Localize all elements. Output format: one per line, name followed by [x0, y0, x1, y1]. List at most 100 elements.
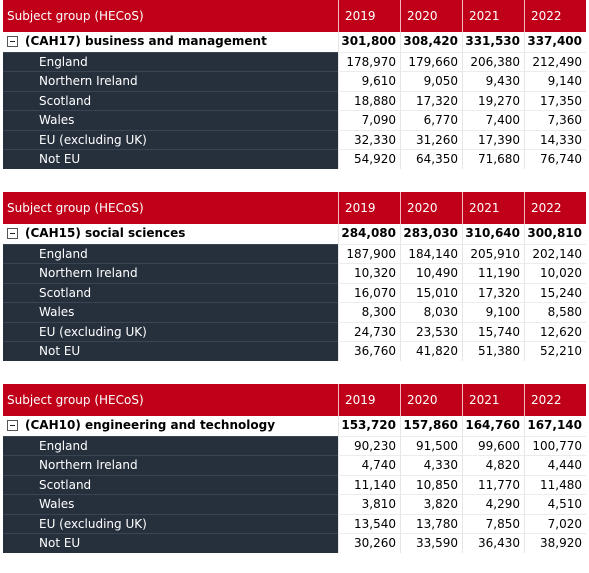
- value-cell: 10,320: [338, 263, 400, 283]
- table-row: England 178,970 179,660 206,380 212,490: [3, 51, 589, 71]
- column-header-year[interactable]: 2019: [338, 384, 400, 416]
- value-cell: 202,140: [524, 243, 586, 263]
- group-name: (CAH10) engineering and technology: [25, 418, 276, 432]
- value-cell: 76,740: [524, 149, 586, 169]
- value-cell: 7,020: [524, 513, 586, 533]
- column-header-subject-group[interactable]: Subject group (HECoS): [3, 0, 338, 32]
- value-cell: 184,140: [400, 243, 462, 263]
- value-cell: 7,850: [462, 513, 524, 533]
- column-header-subject-group[interactable]: Subject group (HECoS): [3, 192, 338, 224]
- value-cell: 9,100: [462, 302, 524, 322]
- column-header-year[interactable]: 2020: [400, 0, 462, 32]
- group-total-cell: 167,140: [524, 416, 586, 436]
- group-label: (CAH17) business and management: [3, 32, 338, 52]
- value-cell: 11,480: [524, 474, 586, 494]
- value-cell: 4,290: [462, 494, 524, 514]
- value-cell: 205,910: [462, 243, 524, 263]
- value-cell: 90,230: [338, 435, 400, 455]
- value-cell: 7,090: [338, 110, 400, 130]
- row-label: Northern Ireland: [3, 263, 338, 283]
- value-cell: 9,610: [338, 71, 400, 91]
- value-cell: 9,140: [524, 71, 586, 91]
- value-cell: 11,770: [462, 474, 524, 494]
- value-cell: 9,050: [400, 71, 462, 91]
- table-row: Northern Ireland 10,320 10,490 11,190 10,020: [3, 263, 589, 283]
- value-cell: 23,530: [400, 321, 462, 341]
- table-row: Scotland 11,140 10,850 11,770 11,480: [3, 474, 589, 494]
- value-cell: 99,600: [462, 435, 524, 455]
- table-row: England 90,230 91,500 99,600 100,770: [3, 435, 589, 455]
- row-label: Scotland: [3, 474, 338, 494]
- value-cell: 212,490: [524, 51, 586, 71]
- value-cell: 10,490: [400, 263, 462, 283]
- group-label: (CAH15) social sciences: [3, 224, 338, 244]
- value-cell: 7,360: [524, 110, 586, 130]
- column-header-year[interactable]: 2021: [462, 384, 524, 416]
- value-cell: 41,820: [400, 341, 462, 361]
- group-total-cell: 284,080: [338, 224, 400, 244]
- row-label: Not EU: [3, 341, 338, 361]
- value-cell: 51,380: [462, 341, 524, 361]
- group-total-cell: 308,420: [400, 32, 462, 52]
- group-name: (CAH17) business and management: [25, 34, 267, 48]
- value-cell: 54,920: [338, 149, 400, 169]
- group-total-cell: 331,530: [462, 32, 524, 52]
- collapse-minus-icon[interactable]: [7, 228, 18, 239]
- value-cell: 17,390: [462, 129, 524, 149]
- value-cell: 17,320: [400, 90, 462, 110]
- column-header-year[interactable]: 2020: [400, 192, 462, 224]
- group-label: (CAH10) engineering and technology: [3, 416, 338, 436]
- value-cell: 8,030: [400, 302, 462, 322]
- value-cell: 179,660: [400, 51, 462, 71]
- value-cell: 31,260: [400, 129, 462, 149]
- value-cell: 19,270: [462, 90, 524, 110]
- value-cell: 14,330: [524, 129, 586, 149]
- row-label: Wales: [3, 302, 338, 322]
- value-cell: 16,070: [338, 282, 400, 302]
- column-header-year[interactable]: 2022: [524, 192, 586, 224]
- table-row: Northern Ireland 4,740 4,330 4,820 4,440: [3, 455, 589, 475]
- column-header-year[interactable]: 2019: [338, 0, 400, 32]
- value-cell: 13,540: [338, 513, 400, 533]
- table-row: Wales 3,810 3,820 4,290 4,510: [3, 494, 589, 514]
- row-label: Scotland: [3, 90, 338, 110]
- table-row: Wales 7,090 6,770 7,400 7,360: [3, 110, 589, 130]
- value-cell: 52,210: [524, 341, 586, 361]
- column-header-year[interactable]: 2022: [524, 0, 586, 32]
- collapse-minus-icon[interactable]: [7, 420, 18, 431]
- column-header-year[interactable]: 2020: [400, 384, 462, 416]
- value-cell: 9,430: [462, 71, 524, 91]
- value-cell: 15,740: [462, 321, 524, 341]
- table-row: Not EU 54,920 64,350 71,680 76,740: [3, 149, 589, 169]
- column-header-subject-group[interactable]: Subject group (HECoS): [3, 384, 338, 416]
- value-cell: 17,320: [462, 282, 524, 302]
- table-row: Scotland 16,070 15,010 17,320 15,240: [3, 282, 589, 302]
- column-header-year[interactable]: 2022: [524, 384, 586, 416]
- table-row: Northern Ireland 9,610 9,050 9,430 9,140: [3, 71, 589, 91]
- value-cell: 13,780: [400, 513, 462, 533]
- value-cell: 10,850: [400, 474, 462, 494]
- table-row: Scotland 18,880 17,320 19,270 17,350: [3, 90, 589, 110]
- group-row: (CAH17) business and management 301,800 30…: [3, 32, 589, 52]
- value-cell: 4,820: [462, 455, 524, 475]
- row-label: England: [3, 51, 338, 71]
- value-cell: 24,730: [338, 321, 400, 341]
- column-header-year[interactable]: 2019: [338, 192, 400, 224]
- value-cell: 15,010: [400, 282, 462, 302]
- value-cell: 18,880: [338, 90, 400, 110]
- collapse-minus-icon[interactable]: [7, 36, 18, 47]
- row-label: England: [3, 435, 338, 455]
- column-header-year[interactable]: 2021: [462, 192, 524, 224]
- value-cell: 100,770: [524, 435, 586, 455]
- row-label: Not EU: [3, 533, 338, 553]
- table-header-row: Subject group (HECoS) 2019 2020 2021 2022: [3, 0, 589, 32]
- value-cell: 187,900: [338, 243, 400, 263]
- value-cell: 91,500: [400, 435, 462, 455]
- table-header-row: Subject group (HECoS) 2019 2020 2021 2022: [3, 192, 589, 224]
- row-label: England: [3, 243, 338, 263]
- value-cell: 33,590: [400, 533, 462, 553]
- pivot-table: Subject group (HECoS) 2019 2020 2021 2022 (CA…: [3, 192, 589, 361]
- value-cell: 3,820: [400, 494, 462, 514]
- value-cell: 30,260: [338, 533, 400, 553]
- column-header-year[interactable]: 2021: [462, 0, 524, 32]
